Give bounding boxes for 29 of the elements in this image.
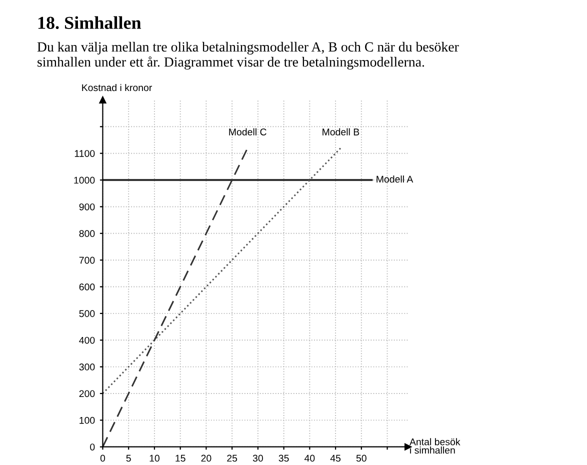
y-tick-label: 700: [79, 256, 95, 264]
series-label: Modell B: [322, 128, 360, 136]
y-tick-label: 1100: [74, 150, 95, 157]
y-tick-label: 800: [79, 230, 95, 238]
y-tick-label: 500: [79, 310, 95, 318]
x-tick-label: 5: [126, 454, 131, 462]
y-tick-label: 400: [79, 336, 95, 344]
series-label: Modell C: [229, 128, 266, 136]
x-tick-label: 15: [176, 454, 186, 462]
x-tick-label: 35: [278, 454, 289, 462]
y-tick-label: 300: [79, 364, 95, 370]
chart-title: 18. Simhallen: [38, 16, 142, 30]
series-label: Modell A: [376, 175, 414, 183]
y-tick-label: 200: [79, 390, 95, 398]
y-tick-label: 0: [90, 444, 95, 450]
x-tick-label: 0: [100, 454, 106, 462]
y-tick-label: 100: [80, 416, 95, 424]
x-tick-label: 40: [304, 454, 315, 462]
x-tick-label: 25: [227, 454, 238, 462]
y-tick-label: 600: [79, 283, 95, 290]
y-axis-title: Kostnad i kronor: [82, 84, 152, 92]
x-tick-label: 50: [356, 454, 366, 462]
y-tick-label: 1000: [74, 176, 95, 184]
x-tick-label: 45: [330, 454, 341, 462]
x-tick-label: 20: [201, 454, 212, 462]
x-tick-label: 30: [252, 454, 263, 462]
y-tick-label: 900: [79, 203, 95, 210]
chart-subtitle: Du kan välja mellan tre olika betalningsmodeller A, B och C när du besöker simhallen under ett år. Diagrammet visar de tre betalningsmodellerna.: [37, 42, 459, 70]
x-tick-label: 10: [150, 454, 160, 462]
